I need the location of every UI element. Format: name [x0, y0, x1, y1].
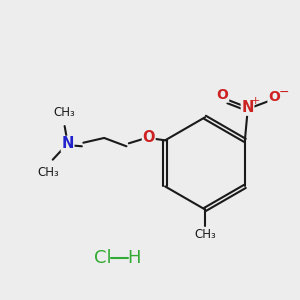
Text: CH₃: CH₃	[38, 166, 59, 178]
Text: O: O	[142, 130, 155, 146]
Text: Cl: Cl	[94, 250, 111, 268]
Text: N: N	[61, 136, 74, 152]
Text: −: −	[278, 86, 289, 99]
Text: H: H	[127, 250, 140, 268]
Text: CH₃: CH₃	[194, 228, 216, 241]
Text: N: N	[242, 100, 254, 115]
Text: +: +	[250, 96, 260, 106]
Text: CH₃: CH₃	[54, 106, 76, 119]
Text: O: O	[268, 90, 280, 104]
Text: O: O	[217, 88, 229, 102]
